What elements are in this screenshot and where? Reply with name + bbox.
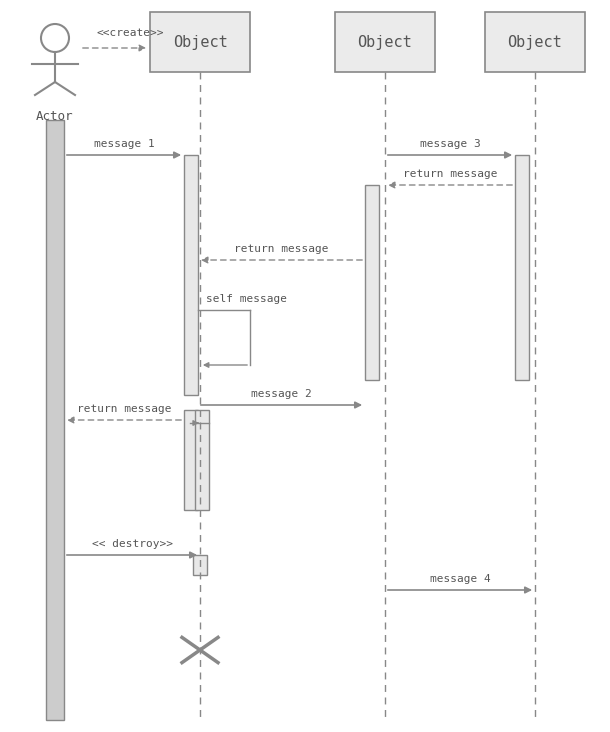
Text: return message: return message bbox=[77, 404, 171, 414]
Text: message 2: message 2 bbox=[251, 389, 312, 399]
Bar bbox=[335, 12, 435, 72]
Bar bbox=[193, 555, 207, 575]
Text: message 4: message 4 bbox=[429, 574, 490, 584]
Bar bbox=[515, 155, 529, 380]
Text: <<create>>: <<create>> bbox=[96, 28, 163, 38]
Bar bbox=[365, 185, 379, 380]
Text: message 3: message 3 bbox=[420, 139, 481, 149]
Text: return message: return message bbox=[403, 169, 497, 179]
Text: Object: Object bbox=[508, 34, 562, 50]
Text: Object: Object bbox=[357, 34, 412, 50]
Bar bbox=[46, 120, 64, 720]
Bar bbox=[184, 410, 198, 510]
Text: return message: return message bbox=[234, 244, 329, 254]
Text: << destroy>>: << destroy>> bbox=[92, 539, 173, 549]
Bar bbox=[195, 410, 209, 510]
Text: Actor: Actor bbox=[36, 110, 74, 123]
Bar bbox=[184, 155, 198, 395]
Bar bbox=[485, 12, 585, 72]
Text: message 1: message 1 bbox=[93, 139, 154, 149]
Text: self message: self message bbox=[206, 294, 287, 304]
Text: Object: Object bbox=[173, 34, 228, 50]
Bar bbox=[150, 12, 250, 72]
